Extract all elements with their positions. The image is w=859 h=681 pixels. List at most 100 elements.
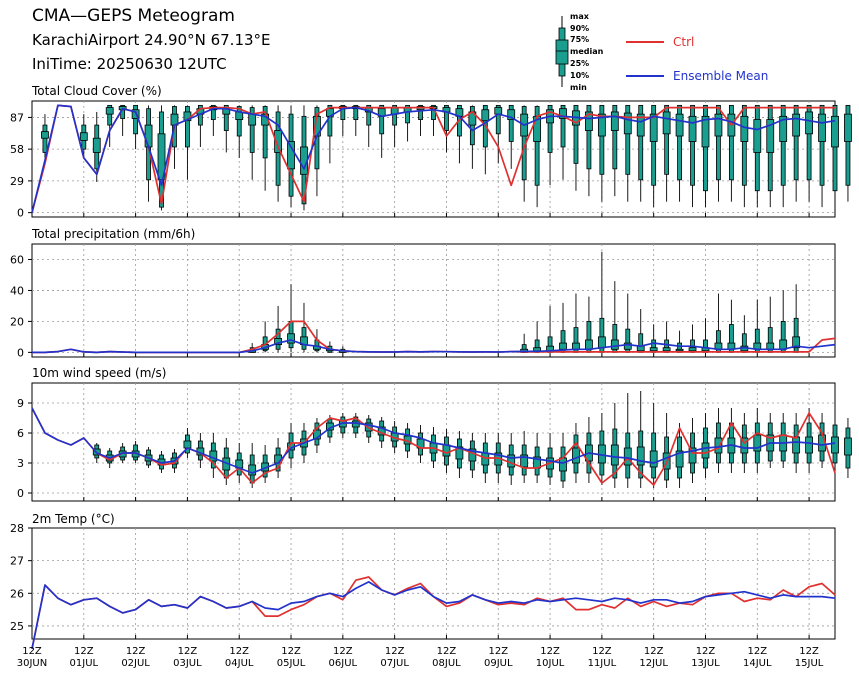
box-inner: [559, 108, 567, 119]
box-inner: [183, 440, 192, 449]
box-34: [468, 433, 477, 478]
box-55: [740, 315, 749, 353]
legend-box-label: max: [570, 12, 590, 21]
ctrl-line: [31, 407, 836, 486]
box-17: [248, 443, 257, 488]
box-inner: [792, 436, 801, 454]
box-inner: [559, 342, 567, 350]
box-15: [222, 104, 231, 153]
box-inner: [818, 113, 826, 142]
box-6: [105, 104, 114, 147]
box-33: [455, 431, 464, 478]
box-outer: [573, 104, 579, 164]
box-outer: [366, 104, 372, 126]
box-outer: [379, 104, 385, 135]
x-tick-label-time: 12Z: [540, 646, 560, 657]
box-inner: [714, 113, 723, 137]
box-inner: [623, 342, 632, 350]
box-32: [442, 429, 451, 473]
box-inner: [92, 137, 101, 153]
box-inner: [740, 115, 749, 142]
box-48: [649, 324, 658, 353]
y-tick-label: 9: [17, 397, 24, 410]
box-52: [701, 104, 710, 208]
box-27: [377, 104, 386, 158]
box-25: [351, 413, 360, 438]
y-tick-label: 3: [17, 457, 24, 470]
box-41: [559, 302, 567, 353]
meteogram-title: CMA—GEPS Meteogram: [32, 6, 235, 26]
box-outer: [806, 104, 812, 181]
box-57: [766, 296, 775, 353]
box-49: [662, 321, 671, 353]
box-inner: [649, 450, 658, 468]
box-53: [714, 104, 723, 202]
box-outer: [780, 104, 786, 186]
box-outer: [185, 106, 190, 148]
box-17: [248, 105, 257, 180]
x-tick-label-date: 06JUL: [329, 658, 358, 669]
box-20: [287, 423, 295, 468]
box-outer: [832, 104, 838, 192]
y-tick-label: 0: [17, 207, 24, 220]
box-9: [144, 105, 153, 202]
box-outer: [353, 104, 359, 121]
x-tick-label-time: 12Z: [22, 646, 42, 657]
x-tick-label-date: 15JUL: [795, 658, 824, 669]
box-outer: [716, 104, 721, 181]
box-outer: [599, 104, 605, 175]
ctrl-line: [31, 104, 835, 213]
box-outer: [547, 104, 553, 153]
box-50: [675, 423, 684, 488]
box-inner: [792, 336, 801, 349]
box-outer: [236, 106, 242, 137]
box-inner: [287, 141, 295, 170]
box-inner: [636, 113, 645, 137]
box-inner: [688, 347, 697, 352]
box-8: [131, 441, 140, 463]
x-tick-label-date: 04JUL: [225, 658, 254, 669]
x-tick-label-date: 13JUL: [691, 658, 720, 669]
box-16: [235, 443, 244, 483]
box-48: [649, 104, 658, 208]
x-tick-label-time: 12Z: [74, 646, 94, 657]
box-inner: [610, 444, 619, 466]
box-42: [572, 293, 580, 353]
y-tick-label: 6: [17, 427, 24, 440]
box-59: [792, 104, 801, 202]
box-52: [701, 413, 710, 478]
x-tick-label-time: 12Z: [281, 646, 301, 657]
box-49: [662, 104, 671, 202]
box-inner: [585, 111, 593, 131]
box-inner: [572, 447, 580, 464]
x-tick-label-time: 12Z: [799, 646, 819, 657]
box-10: [157, 105, 166, 211]
panel-wind: 0 3 6 9: [17, 382, 852, 502]
box-43: [585, 296, 593, 353]
box-42: [572, 423, 580, 483]
box-outer: [508, 104, 514, 142]
box-inner: [662, 111, 671, 135]
box-inner: [766, 342, 775, 350]
y-tick-label: 28: [10, 522, 24, 535]
box-48: [649, 403, 658, 488]
box-outer: [262, 106, 268, 159]
box-inner: [481, 109, 490, 122]
x-tick-label-time: 12Z: [229, 646, 249, 657]
y-tick-label: 60: [10, 253, 24, 266]
box-inner: [714, 437, 723, 454]
box-13: [196, 433, 205, 468]
box-20: [287, 105, 295, 208]
x-tick-label-date: 09JUL: [484, 658, 513, 669]
box-inner: [779, 115, 788, 142]
box-41: [559, 104, 567, 180]
box-16: [235, 105, 244, 158]
box-inner: [442, 444, 451, 457]
box-inner: [662, 347, 671, 352]
legend-box-label: 10%: [570, 71, 589, 80]
box-28: [390, 104, 399, 147]
x-tick-label-date: 10JUL: [536, 658, 565, 669]
x-tick-label-date: 30JUN: [17, 658, 47, 669]
box-inner: [805, 436, 813, 454]
box-55: [740, 104, 749, 208]
